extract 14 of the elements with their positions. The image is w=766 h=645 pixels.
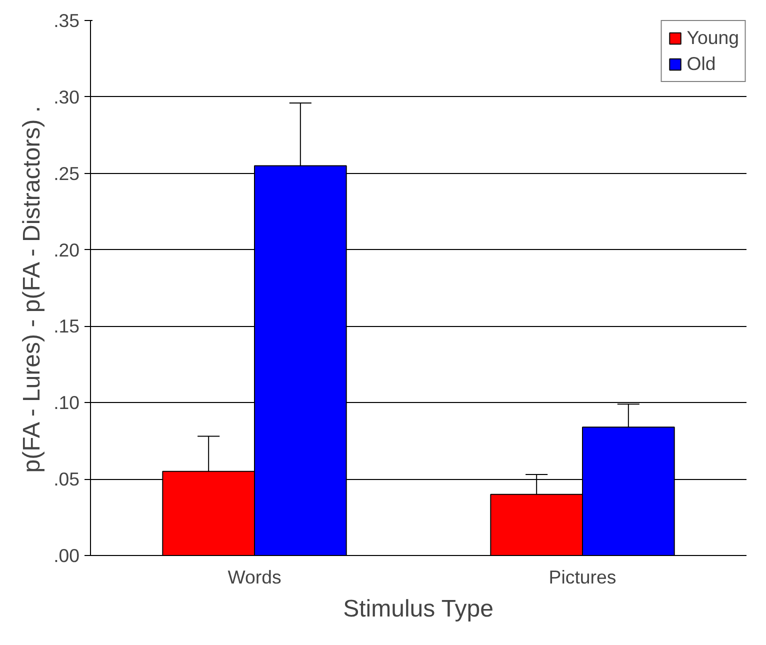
y-tick-label: .05	[54, 468, 80, 490]
legend-label: Old	[686, 53, 716, 75]
y-tick-label: .10	[54, 392, 80, 414]
y-tick-label: .35	[54, 10, 80, 31]
legend-label: Young	[686, 27, 739, 49]
x-tick-label: Pictures	[548, 566, 616, 588]
x-axis-title: Stimulus Type	[343, 596, 494, 622]
x-tick-label: Words	[228, 566, 282, 588]
y-tick-label: .30	[54, 86, 80, 108]
y-tick-label: .00	[54, 545, 80, 566]
y-tick-label: .20	[54, 239, 80, 260]
y-tick-label: .25	[54, 162, 80, 184]
y-tick-label: .15	[54, 316, 80, 337]
y-axis-title: p(FA - Lures) - p(FA - Distractors) .	[18, 106, 46, 473]
